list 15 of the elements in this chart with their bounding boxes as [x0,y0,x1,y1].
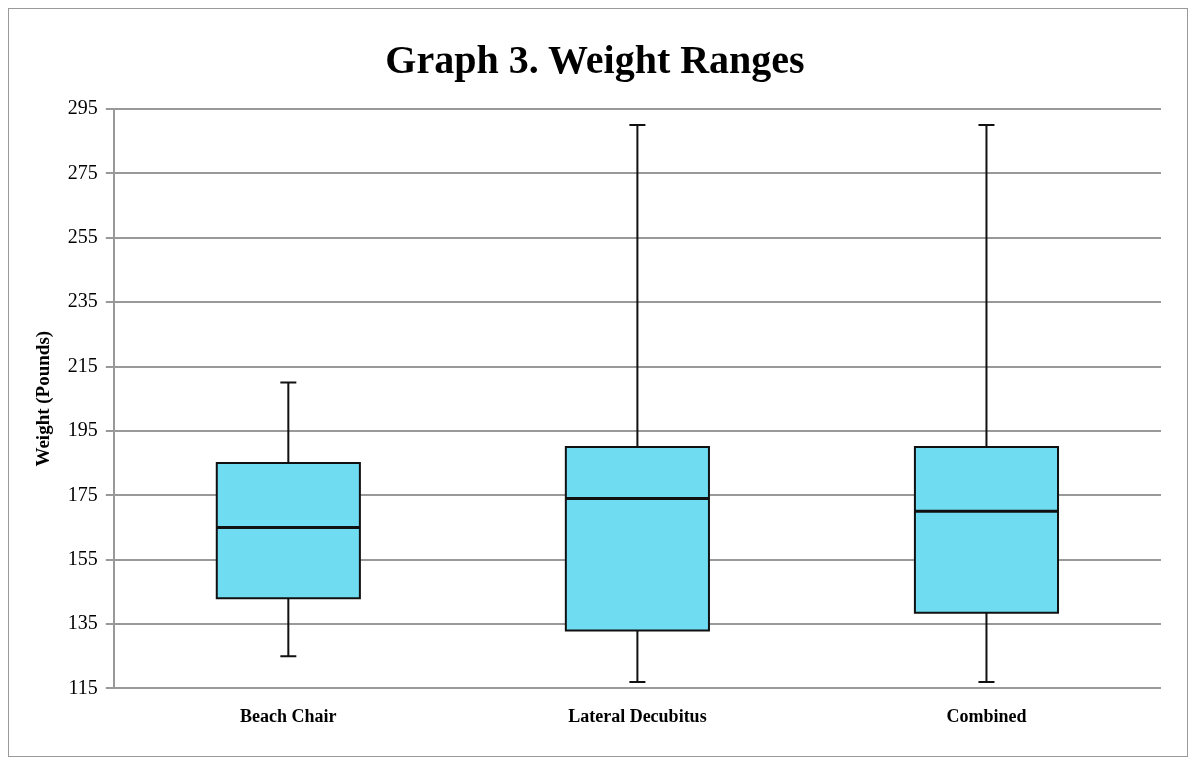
y-tick-label: 135 [67,611,98,634]
x-tick-label: Lateral Decubitus [568,705,707,726]
y-axis-title: Weight (Pounds) [32,330,55,467]
y-tick-label: 275 [67,160,98,183]
x-tick-label: Combined [946,705,1027,726]
y-tick-label: 195 [67,418,98,441]
y-tick-label: 175 [67,482,98,505]
y-tick-label: 155 [67,546,98,569]
y-tick-label: 295 [67,96,98,119]
y-tick-label: 235 [67,289,98,312]
x-tick-label: Beach Chair [240,705,337,726]
chart-title: Graph 3. Weight Ranges [385,37,805,83]
y-tick-label: 215 [67,353,98,376]
y-tick-label: 255 [67,225,98,248]
y-tick-label: 115 [68,675,98,698]
